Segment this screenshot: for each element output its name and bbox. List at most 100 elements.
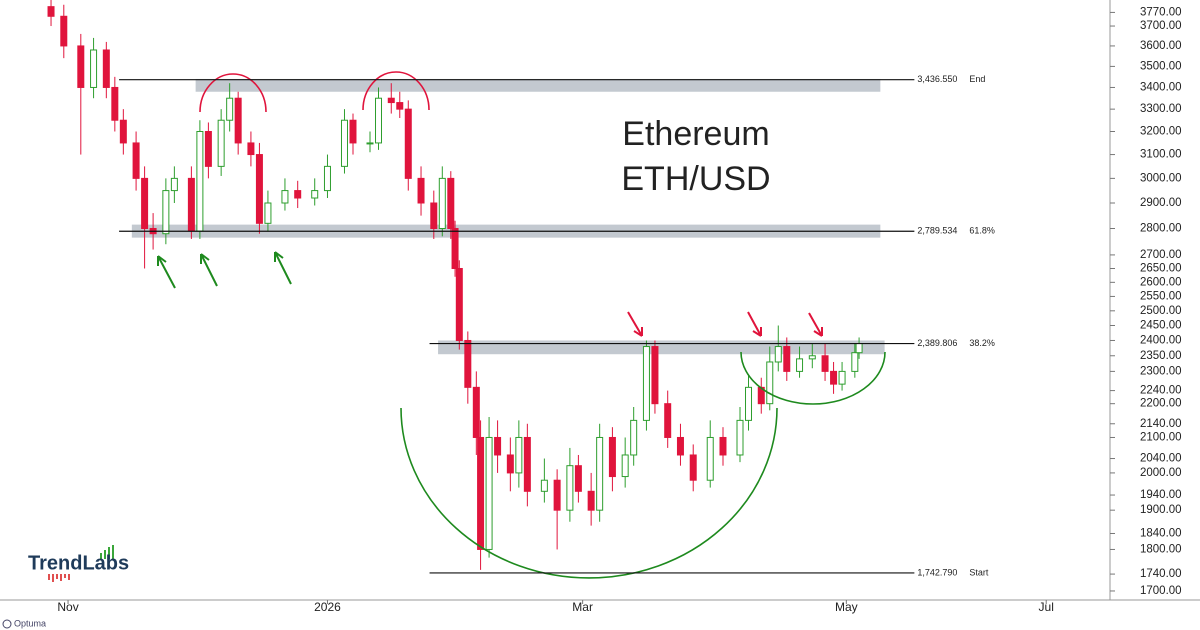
- y-tick-label: 2550.00: [1140, 290, 1182, 302]
- candle-body: [170, 177, 178, 192]
- candle-body: [821, 355, 829, 372]
- x-tick-label: 2026: [314, 600, 341, 614]
- y-tick-label: 2650.00: [1140, 263, 1182, 275]
- annotations: [157, 71, 886, 579]
- y-tick-label: 3200.00: [1140, 126, 1182, 138]
- candle-body: [396, 102, 404, 110]
- candle-body: [566, 465, 574, 511]
- y-tick-label: 1700.00: [1140, 585, 1182, 597]
- candle-body: [132, 142, 140, 179]
- chart-subtitle: ETH/USD: [621, 160, 770, 198]
- y-tick-label: 2900.00: [1140, 197, 1182, 209]
- candle-body: [311, 190, 319, 199]
- candle-body: [447, 177, 455, 229]
- candle-body: [574, 465, 582, 492]
- candle-body: [736, 419, 744, 456]
- candle-body: [451, 227, 459, 269]
- candle-body: [689, 454, 697, 481]
- y-tick-label: 2040.00: [1140, 453, 1182, 465]
- candle-body: [676, 436, 684, 456]
- arrow: [157, 255, 176, 289]
- y-tick-label: 3000.00: [1140, 172, 1182, 184]
- level-label: 2,389.806: [917, 338, 957, 348]
- y-tick-label: 2300.00: [1140, 365, 1182, 377]
- zone: [195, 78, 881, 92]
- candle-body: [596, 436, 604, 511]
- candle-body: [642, 346, 650, 421]
- arrow: [808, 312, 823, 337]
- candle-body: [375, 97, 383, 144]
- y-tick-label: 1800.00: [1140, 543, 1182, 555]
- y-tick-label: 2240.00: [1140, 385, 1182, 397]
- zone: [438, 340, 885, 355]
- candle-body: [323, 165, 331, 192]
- y-tick-label: 2140.00: [1140, 418, 1182, 430]
- top-arc: [362, 71, 430, 111]
- candle-body: [855, 343, 863, 354]
- x-tick-label: Jul: [1039, 600, 1054, 614]
- y-tick-label: 2500.00: [1140, 305, 1182, 317]
- candle-body: [90, 49, 98, 88]
- candle-body: [264, 202, 272, 224]
- candle-body: [226, 97, 234, 121]
- candle-body: [523, 436, 531, 492]
- candle-body: [417, 177, 425, 204]
- y-tick-label: 1940.00: [1140, 489, 1182, 501]
- candle-body: [472, 386, 480, 438]
- chart-title: Ethereum: [622, 115, 769, 153]
- y-tick-label: 3700.00: [1140, 20, 1182, 32]
- top-arc: [199, 73, 267, 113]
- arrow: [747, 311, 762, 337]
- candle-body: [745, 386, 753, 421]
- candle-body: [102, 49, 110, 88]
- candle-body: [706, 436, 714, 481]
- candle-body: [119, 119, 127, 144]
- level-tag: 38.2%: [969, 338, 995, 348]
- level-tag: Start: [969, 567, 989, 577]
- y-tick-label: 2600.00: [1140, 276, 1182, 288]
- footer: Optuma: [14, 618, 46, 628]
- candle-body: [255, 154, 263, 224]
- candle-body: [515, 436, 523, 474]
- candle-body: [464, 339, 472, 388]
- candle-body: [111, 86, 119, 121]
- y-tick-label: 3400.00: [1140, 81, 1182, 93]
- level-tag: 61.8%: [969, 226, 995, 236]
- y-tick-label: 3300.00: [1140, 103, 1182, 115]
- candle-body: [851, 352, 859, 372]
- y-tick-label: 3500.00: [1140, 60, 1182, 72]
- candle-body: [477, 436, 485, 550]
- candle-body: [234, 97, 242, 144]
- candle-body: [774, 346, 782, 363]
- x-tick-label: May: [835, 600, 858, 614]
- y-tick-label: 2450.00: [1140, 320, 1182, 332]
- y-tick-label: 1900.00: [1140, 504, 1182, 516]
- level-label: 2,789.534: [917, 226, 957, 236]
- candle-body: [719, 436, 727, 456]
- candle-body: [404, 108, 412, 179]
- handle-arc: [740, 351, 886, 405]
- candle-body: [766, 361, 774, 405]
- candle-body: [506, 454, 514, 474]
- y-tick-label: 2200.00: [1140, 398, 1182, 410]
- candle-body: [587, 490, 595, 511]
- y-tick-label: 2800.00: [1140, 223, 1182, 235]
- candle-body: [838, 370, 846, 385]
- candle-body: [349, 119, 357, 144]
- y-tick-label: 1740.00: [1140, 568, 1182, 580]
- y-tick-label: 2700.00: [1140, 249, 1182, 261]
- candle-body: [247, 142, 255, 156]
- candle-body: [651, 346, 659, 405]
- arrow: [200, 253, 218, 287]
- candle-body: [430, 202, 438, 229]
- candle-body: [553, 479, 561, 511]
- candle-body: [808, 355, 816, 360]
- y-tick-label: 2000.00: [1140, 467, 1182, 479]
- candle-body: [281, 190, 289, 204]
- cup-arc: [400, 407, 778, 579]
- y-tick-label: 2400.00: [1140, 335, 1182, 347]
- candle-body: [294, 190, 302, 199]
- candle-body: [664, 403, 672, 438]
- candle-body: [540, 479, 548, 492]
